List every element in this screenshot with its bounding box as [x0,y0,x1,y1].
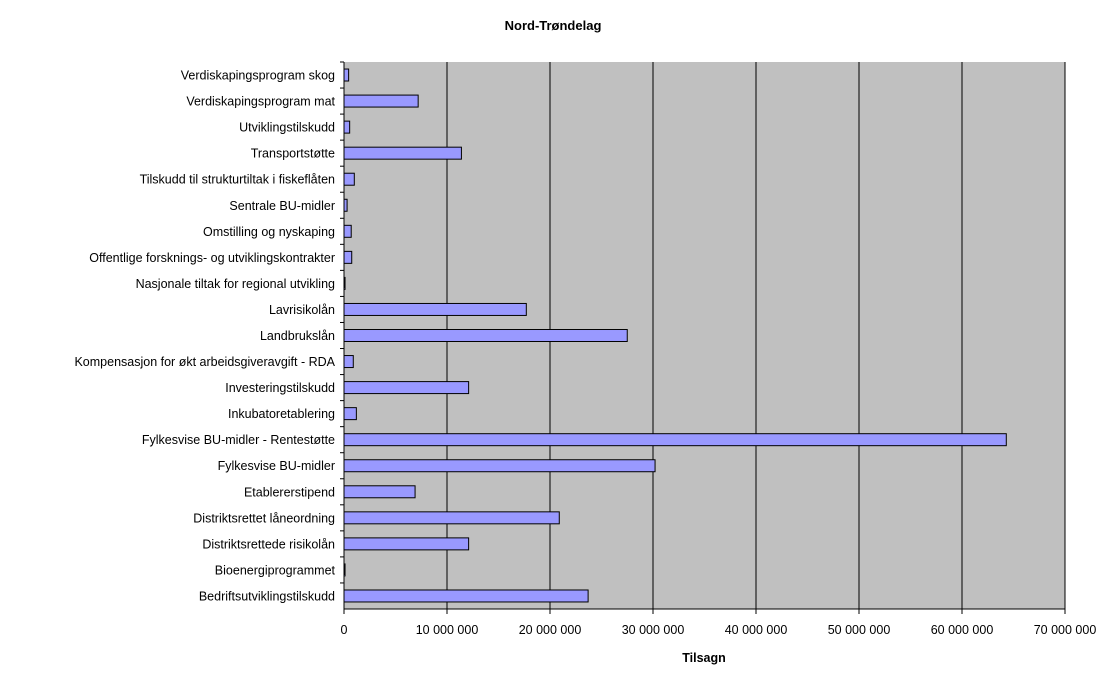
category-label: Lavrisikolån [269,303,335,317]
bar [343,68,350,82]
category-label: Utviklingstilskudd [239,121,335,135]
bar [343,94,419,108]
bar [343,302,527,316]
category-labels: Verdiskapingsprogram skog Verdiskapingspr… [74,61,344,603]
category-label: Omstilling og nyskaping [203,225,335,239]
bar [343,589,589,603]
bar [343,537,470,551]
x-axis-ticks: 0 10 000 000 20 000 000 30 000 000 40 000 00… [341,609,1097,637]
category-label: Verdiskapingsprogram mat [186,95,335,109]
x-tick-label: 50 000 000 [828,623,891,637]
category-label: Distriktsrettet låneordning [193,511,335,525]
category-label: Transportstøtte [251,147,335,161]
bar [343,433,1007,447]
bar [343,250,353,264]
x-tick-label: 40 000 000 [725,623,788,637]
x-tick-label: 20 000 000 [519,623,582,637]
category-label: Inkubatoretablering [228,407,335,421]
category-label: Etablererstipend [244,485,335,499]
x-tick-label: 10 000 000 [416,623,479,637]
category-label: Tilskudd til strukturtiltak i fiskeflåte… [140,173,335,187]
x-tick-label: 0 [341,623,348,637]
category-label: Fylkesvise BU-midler - Rentestøtte [142,433,335,447]
x-axis-title: Tilsagn [682,651,726,665]
bar [343,511,560,525]
chart-title: Nord-Trøndelag [505,18,602,33]
category-label: Nasjonale tiltak for regional utvikling [136,277,335,291]
category-label: Investeringstilskudd [225,381,335,395]
x-tick-label: 70 000 000 [1034,623,1097,637]
category-label: Bioenergiprogrammet [215,563,336,577]
bar [343,381,470,395]
bar [343,224,352,238]
bar [343,329,628,342]
bar [343,146,462,160]
x-tick-label: 30 000 000 [622,623,685,637]
category-label: Fylkesvise BU-midler [218,459,335,473]
bar [343,485,416,499]
bar [343,407,357,421]
category-label: Kompensasjon for økt arbeidsgiveravgift … [74,355,335,369]
bar [343,355,354,369]
category-label: Landbrukslån [260,329,335,343]
category-label: Distriktsrettede risikolån [202,537,335,551]
bar [343,459,656,473]
category-label: Verdiskapingsprogram skog [181,69,335,83]
x-tick-label: 60 000 000 [931,623,994,637]
category-label: Bedriftsutviklingstilskudd [199,589,335,603]
bar [343,120,351,134]
bar [343,172,355,186]
category-label: Sentrale BU-midler [229,199,335,213]
category-label: Offentlige forsknings- og utviklingskont… [89,251,335,265]
